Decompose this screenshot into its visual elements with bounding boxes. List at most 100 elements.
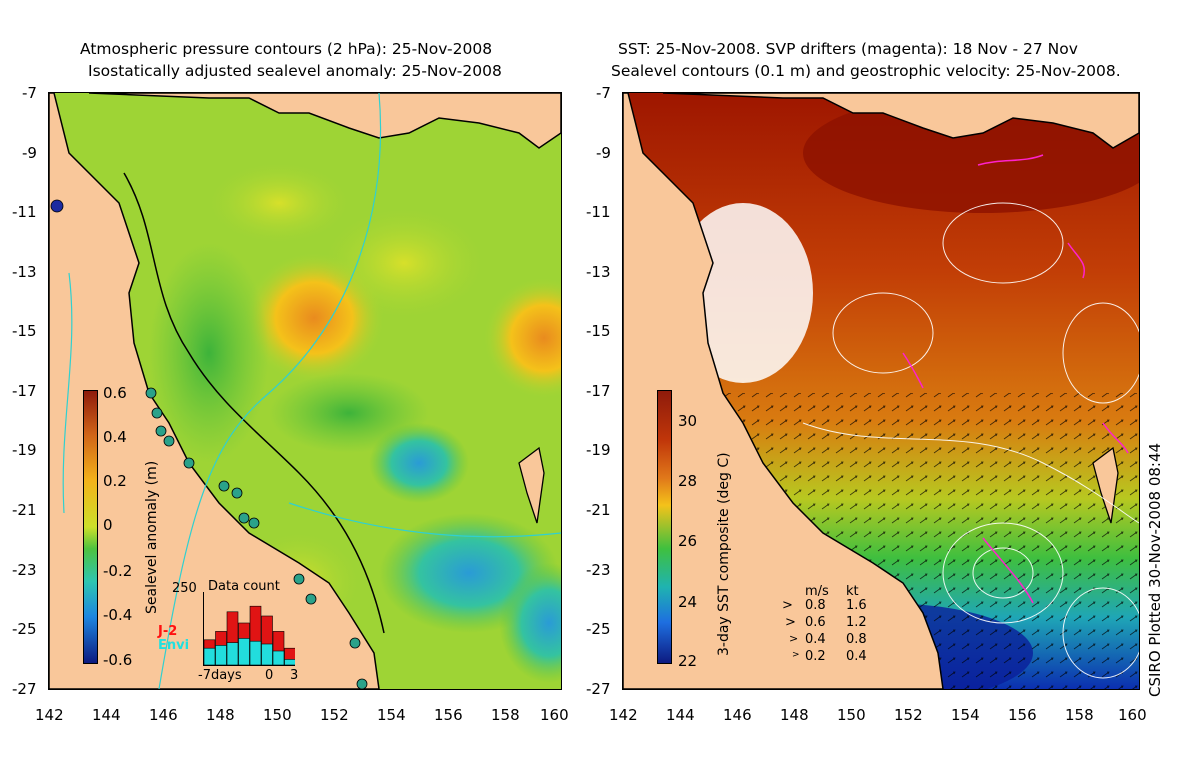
lon-label: 148 bbox=[206, 706, 235, 724]
left-title-line1: Atmospheric pressure contours (2 hPa): 2… bbox=[80, 40, 493, 58]
pressure-contour-west bbox=[62, 272, 73, 514]
australia-land bbox=[623, 93, 944, 689]
lat-label: -11 bbox=[586, 203, 611, 221]
data-count-histogram bbox=[203, 592, 295, 666]
lat-label: -17 bbox=[586, 382, 611, 400]
plot-credit: CSIRO Plotted 30-Nov-2008 08:44 bbox=[1146, 442, 1164, 697]
right-title-line1: SST: 25-Nov-2008. SVP drifters (magenta)… bbox=[618, 40, 1078, 58]
lon-label: 160 bbox=[540, 706, 569, 724]
lat-label: -27 bbox=[12, 680, 37, 698]
lon-label: 154 bbox=[951, 706, 980, 724]
pressure-contour bbox=[158, 93, 382, 689]
sealevel-colorbar-label: Sealevel anomaly (m) bbox=[144, 460, 160, 614]
sst-colorbar-tick: 22 bbox=[678, 652, 698, 670]
anomaly-high-east bbox=[484, 278, 561, 398]
svp-drifter-tracks bbox=[902, 154, 1129, 604]
lon-label: 150 bbox=[837, 706, 866, 724]
sst-colorbar-tick: 30 bbox=[678, 412, 698, 430]
sealevel-colorbar-tick: 0 bbox=[103, 516, 113, 534]
lat-label: -17 bbox=[12, 382, 37, 400]
lat-label: -19 bbox=[586, 441, 611, 459]
velocity-legend-kt: 1.6 bbox=[846, 598, 867, 613]
anomaly-low-north bbox=[369, 423, 469, 503]
lon-label: 142 bbox=[35, 706, 64, 724]
inset-xlabel: -7days bbox=[198, 668, 242, 683]
pressure-contour-south bbox=[288, 502, 561, 538]
lat-label: -9 bbox=[596, 144, 611, 162]
lon-label: 150 bbox=[263, 706, 292, 724]
lon-label: 142 bbox=[609, 706, 638, 724]
envi-count-bar bbox=[226, 642, 239, 666]
envi-count-bar bbox=[203, 647, 216, 666]
lat-label: -15 bbox=[12, 322, 37, 340]
lat-label: -7 bbox=[22, 84, 37, 102]
sealevel-colorbar-tick: -0.2 bbox=[103, 562, 133, 580]
lat-label: -21 bbox=[586, 501, 611, 519]
inset-xlabel: 0 bbox=[265, 668, 274, 683]
lon-label: 156 bbox=[434, 706, 463, 724]
lat-label: -13 bbox=[586, 263, 611, 281]
png-land bbox=[88, 93, 561, 149]
lat-label: -13 bbox=[12, 263, 37, 281]
anomaly-low-east bbox=[499, 563, 561, 683]
right-title-line2: Sealevel contours (0.1 m) and geostrophi… bbox=[611, 62, 1121, 80]
png-land bbox=[662, 93, 1139, 149]
sst-colorbar-tick: 24 bbox=[678, 593, 698, 611]
lon-label: 160 bbox=[1118, 706, 1147, 724]
velocity-legend-kt: 0.4 bbox=[846, 649, 867, 664]
australia-land bbox=[49, 93, 380, 689]
lat-label: -11 bbox=[12, 203, 37, 221]
lon-label: 154 bbox=[377, 706, 406, 724]
sealevel-colorbar bbox=[83, 390, 98, 664]
new-caledonia-land bbox=[518, 446, 545, 524]
sst-colorbar-tick: 26 bbox=[678, 532, 698, 550]
envi-count-bar bbox=[284, 659, 295, 666]
sealevel-anomaly-map bbox=[48, 92, 562, 690]
lat-label: -23 bbox=[586, 561, 611, 579]
inset-xlabel: 3 bbox=[290, 668, 299, 683]
sst-colorbar-label: 3-day SST composite (deg C) bbox=[716, 452, 732, 656]
lon-label: 144 bbox=[666, 706, 695, 724]
left-title-line2: Isostatically adjusted sealevel anomaly:… bbox=[88, 62, 502, 80]
anomaly-mid bbox=[324, 208, 484, 318]
inset-legend-envi: Envi bbox=[158, 638, 190, 653]
envi-count-bar bbox=[272, 650, 285, 666]
lon-label: 146 bbox=[149, 706, 178, 724]
lon-label: 158 bbox=[491, 706, 520, 724]
velocity-legend-header-kt: kt bbox=[846, 584, 859, 599]
lat-label: -25 bbox=[586, 620, 611, 638]
velocity-legend-arrow-icon: > bbox=[785, 615, 796, 630]
velocity-legend-arrow-icon: > bbox=[782, 598, 793, 613]
sealevel-anomaly-map-svg bbox=[49, 93, 561, 689]
lat-label: -27 bbox=[586, 680, 611, 698]
inset-ymax: 250 bbox=[172, 581, 197, 596]
lat-label: -7 bbox=[596, 84, 611, 102]
envi-count-bar bbox=[238, 638, 250, 666]
lat-label: -19 bbox=[12, 441, 37, 459]
lat-label: -21 bbox=[12, 501, 37, 519]
sealevel-colorbar-tick: 0.2 bbox=[103, 472, 127, 490]
sealevel-colorbar-tick: 0.4 bbox=[103, 428, 127, 446]
sealevel-contours bbox=[802, 202, 1139, 679]
velocity-legend-kt: 0.8 bbox=[846, 632, 867, 647]
inset-title: Data count bbox=[208, 579, 280, 594]
anomaly-coastal bbox=[149, 243, 269, 463]
envi-count-bar bbox=[249, 640, 262, 666]
velocity-legend-kt: 1.2 bbox=[846, 615, 867, 630]
inset-legend-j2: J-2 bbox=[158, 624, 178, 639]
lat-label: -25 bbox=[12, 620, 37, 638]
lat-label: -9 bbox=[22, 144, 37, 162]
sealevel-colorbar-tick: -0.6 bbox=[103, 651, 133, 669]
sealevel-colorbar-tick: 0.6 bbox=[103, 384, 127, 402]
sst-colorbar-tick: 28 bbox=[678, 472, 698, 490]
velocity-legend-ms: 0.2 bbox=[805, 649, 826, 664]
envi-count-bar bbox=[261, 643, 273, 666]
velocity-legend-arrow-icon: > bbox=[792, 650, 800, 660]
velocity-legend-ms: 0.4 bbox=[805, 632, 826, 647]
lon-label: 156 bbox=[1008, 706, 1037, 724]
anomaly-north bbox=[209, 163, 349, 243]
lon-label: 148 bbox=[780, 706, 809, 724]
lon-label: 152 bbox=[894, 706, 923, 724]
sealevel-colorbar-tick: -0.4 bbox=[103, 606, 133, 624]
velocity-legend-arrow-icon: > bbox=[789, 632, 799, 645]
